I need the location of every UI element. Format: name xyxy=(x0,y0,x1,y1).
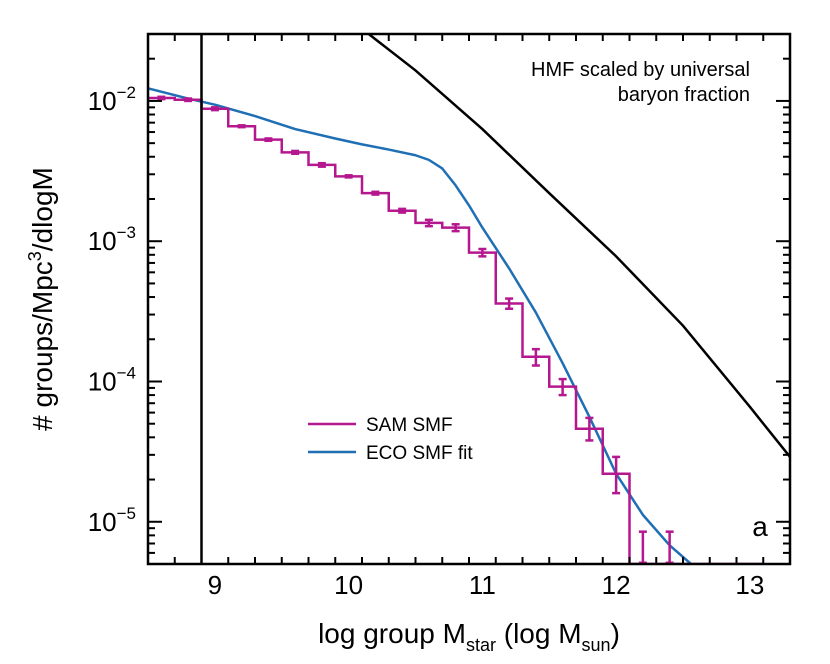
series-layer xyxy=(148,34,790,564)
y-tick-base: 10 xyxy=(88,507,117,537)
legend: SAM SMF ECO SMF fit xyxy=(308,415,473,464)
error-bar xyxy=(398,207,407,214)
error-bar xyxy=(237,124,246,129)
plot-background xyxy=(148,34,790,564)
x-axis-title: log group Mstar (log Msun) xyxy=(318,618,620,655)
error-bar xyxy=(291,149,300,156)
y-tick-labels: 10−210−310−410−5 xyxy=(88,83,136,537)
y-tick-exponent: −4 xyxy=(117,363,136,382)
error-bar xyxy=(558,377,567,397)
y-tick-label: 10−3 xyxy=(88,223,136,256)
x-tick-labels: 9 10 11 12 13 xyxy=(208,570,765,600)
error-bar xyxy=(612,455,621,495)
panel-label: a xyxy=(752,511,768,542)
y-tick-base: 10 xyxy=(88,226,117,256)
error-bar xyxy=(371,190,380,196)
error-bar xyxy=(451,223,460,233)
error-bar xyxy=(478,247,487,258)
hmf-annotation-line1: HMF scaled by universal xyxy=(531,59,750,81)
error-bar xyxy=(210,106,219,112)
y-tick-label: 10−2 xyxy=(88,83,136,116)
error-bar xyxy=(585,416,594,442)
error-bar xyxy=(184,97,193,103)
error-bar xyxy=(505,297,514,311)
x-tick-label: 13 xyxy=(735,570,764,600)
legend-label-eco-smf-fit: ECO SMF fit xyxy=(366,443,473,464)
x-tick-label: 10 xyxy=(334,570,363,600)
plot-frame xyxy=(146,32,792,566)
y-tick-base: 10 xyxy=(88,86,117,116)
error-bar xyxy=(157,95,166,101)
y-tick-exponent: −2 xyxy=(117,83,136,102)
y-tick-label: 10−5 xyxy=(88,504,136,537)
y-tick-exponent: −3 xyxy=(117,223,136,242)
y-tick-base: 10 xyxy=(88,366,117,396)
x-tick-label: 9 xyxy=(208,570,222,600)
error-bar xyxy=(344,174,353,179)
y-axis-title: # groups/Mpc3/dlogM xyxy=(25,167,58,431)
series-line-hmf-scaled-by-universal-baryon-fraction xyxy=(367,34,790,458)
error-bar xyxy=(264,137,273,143)
x-tick-label: 12 xyxy=(602,570,631,600)
y-tick-exponent: −5 xyxy=(117,504,136,523)
y-tick-label: 10−4 xyxy=(88,363,136,396)
error-bar xyxy=(424,218,433,228)
error-bar xyxy=(531,347,540,367)
error-bar xyxy=(317,161,326,168)
legend-label-sam-smf: SAM SMF xyxy=(366,415,453,436)
hmf-annotation-line2: baryon fraction xyxy=(618,84,750,106)
x-tick-label: 11 xyxy=(469,570,496,600)
